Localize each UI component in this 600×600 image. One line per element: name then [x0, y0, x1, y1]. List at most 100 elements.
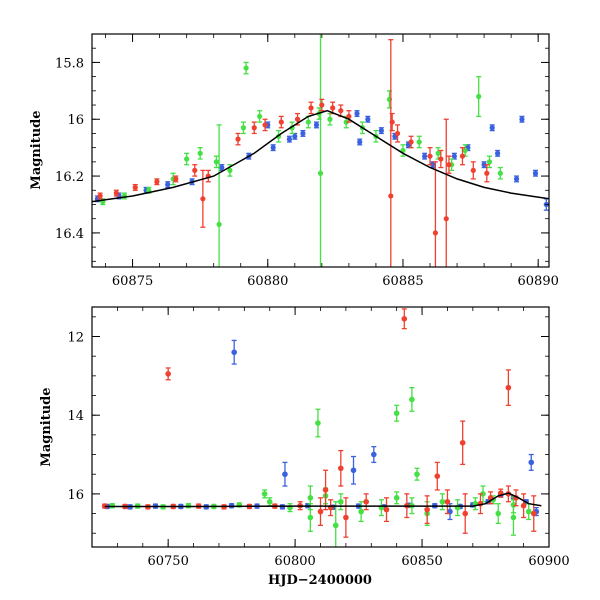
top-marker — [154, 179, 160, 185]
bottom-data-point — [393, 404, 400, 422]
top-data-point — [365, 115, 371, 123]
bottom-data-point — [454, 499, 461, 517]
top-marker — [294, 116, 301, 122]
top-marker — [305, 119, 311, 125]
top-data-point — [270, 144, 276, 152]
top-data-point — [470, 161, 476, 180]
bottom-marker — [510, 514, 517, 521]
top-data-point — [235, 132, 241, 146]
top-data-point — [497, 166, 503, 180]
bottom-data-point — [480, 485, 486, 503]
top-data-point — [278, 115, 284, 129]
top-data-point — [213, 155, 219, 169]
top-data-point — [357, 138, 363, 146]
top-marker — [422, 153, 428, 159]
top-data-point — [317, 34, 324, 267]
top-data-point — [459, 147, 466, 166]
bottom-marker — [439, 498, 446, 505]
top-marker — [300, 130, 306, 137]
top-data-point — [486, 155, 493, 169]
bottom-data-point — [462, 493, 469, 534]
bottom-marker — [371, 451, 377, 458]
bottom-data-point — [101, 503, 108, 509]
bottom-data-point — [338, 449, 344, 487]
top-marker — [470, 167, 476, 173]
bottom-marker — [261, 491, 268, 497]
top-marker — [319, 102, 325, 108]
top-marker — [200, 196, 206, 202]
top-data-point — [262, 118, 268, 132]
top-marker — [243, 65, 249, 71]
top-data-point — [305, 115, 311, 129]
top-data-point — [173, 175, 179, 183]
top-marker — [173, 176, 179, 182]
top-marker — [459, 153, 466, 159]
top-panel-frame — [91, 33, 550, 268]
bottom-y-tick-label: 14 — [67, 409, 84, 424]
top-marker — [435, 150, 441, 156]
bottom-marker — [282, 471, 288, 478]
top-marker — [408, 139, 414, 145]
bottom-series-2 — [101, 308, 537, 538]
top-marker — [416, 139, 422, 145]
bottom-data-point — [261, 489, 268, 499]
top-data-point — [205, 169, 211, 183]
top-y-axis-title: Magnitude — [29, 110, 44, 189]
top-marker — [262, 122, 268, 128]
bottom-marker — [401, 316, 408, 322]
top-data-point — [489, 124, 495, 132]
top-marker — [532, 170, 539, 176]
bottom-marker — [338, 465, 344, 472]
bottom-plot-area — [101, 308, 542, 547]
bottom-data-point — [383, 497, 390, 523]
top-data-point — [292, 132, 298, 140]
top-data-point — [416, 135, 422, 149]
bottom-series-0 — [104, 339, 540, 521]
top-plot-area — [92, 34, 549, 267]
top-axes: 60875 60880 60885 60890 15.8 16 16.2 16.4 — [55, 34, 559, 289]
bottom-x-tick-label: 60900 — [528, 554, 569, 569]
bottom-data-point — [393, 491, 400, 505]
top-marker — [438, 156, 444, 162]
top-marker — [227, 167, 233, 173]
top-marker — [216, 221, 222, 227]
top-data-point — [300, 129, 306, 137]
bottom-data-point — [424, 495, 430, 525]
top-marker — [132, 184, 138, 191]
top-data-point — [443, 118, 449, 267]
top-marker — [219, 164, 225, 171]
bottom-marker — [101, 503, 108, 509]
top-marker — [251, 125, 257, 131]
bottom-data-point — [282, 461, 288, 487]
top-data-point — [132, 183, 138, 191]
top-marker — [184, 156, 190, 162]
bottom-data-point — [378, 499, 385, 517]
bottom-data-point — [231, 339, 237, 365]
top-marker — [113, 190, 119, 196]
top-data-point — [422, 152, 428, 160]
top-series-0 — [94, 110, 549, 211]
bottom-data-point — [363, 493, 370, 511]
top-y-tick-label: 16 — [67, 113, 84, 128]
top-data-point — [427, 147, 433, 166]
bottom-marker — [462, 510, 469, 517]
bottom-data-point — [343, 497, 349, 538]
top-x-tick-label: 60880 — [247, 274, 288, 289]
bottom-data-point — [525, 503, 532, 521]
top-marker — [432, 230, 439, 236]
bottom-data-point — [495, 503, 502, 525]
bottom-data-point — [266, 497, 273, 507]
bottom-marker — [266, 498, 273, 505]
top-data-point — [154, 178, 160, 186]
top-marker — [338, 108, 344, 114]
bottom-data-point — [185, 502, 192, 509]
top-marker — [486, 159, 493, 165]
top-model-curve — [92, 109, 549, 203]
bottom-x-axis-title: HJD−2400000 — [268, 573, 372, 588]
top-data-point — [438, 149, 444, 169]
top-data-point — [192, 164, 198, 177]
bottom-marker — [424, 506, 430, 513]
top-marker — [313, 122, 320, 128]
bottom-marker — [307, 514, 314, 521]
bottom-data-point — [338, 493, 344, 511]
